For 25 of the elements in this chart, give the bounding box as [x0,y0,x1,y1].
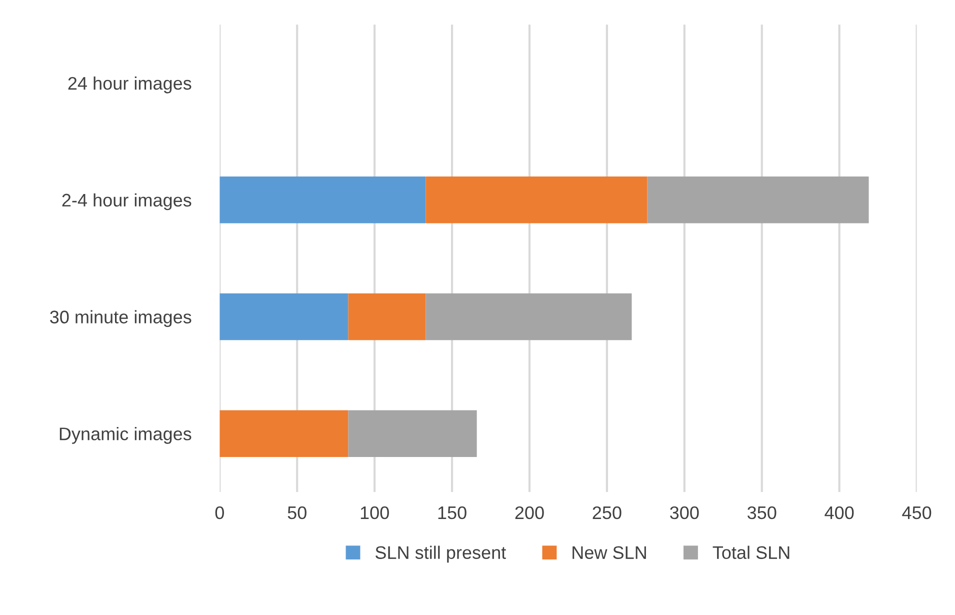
y-tick-label: 2-4 hour images [62,193,192,210]
x-tick-label: 450 [902,506,932,520]
legend-label: SLN still present [376,546,506,563]
y-tick-label: Dynamic images [60,427,192,444]
bar [220,176,426,224]
y-tick-label: 30 minute images [50,310,192,328]
legend-label: Total SLN [712,546,790,559]
x-tick-label: 150 [438,506,466,520]
x-tick-label: 100 [360,506,389,520]
x-tick-label: 0 [215,506,224,520]
x-tick-label: 50 [288,506,306,520]
bar [220,410,348,457]
x-tick-label: 250 [592,506,622,520]
x-tick-label: 300 [670,506,699,520]
x-tick-label: 200 [515,506,544,520]
x-tick-label: 400 [824,506,854,520]
bar [426,176,648,224]
bar [348,410,477,457]
y-tick-label: 24 hour images [68,76,192,94]
bar [647,176,869,224]
legend-label: New SLN [572,546,646,559]
x-tick-label: 350 [748,506,776,520]
bar [426,293,632,340]
bar [348,293,426,340]
bar [220,293,348,340]
